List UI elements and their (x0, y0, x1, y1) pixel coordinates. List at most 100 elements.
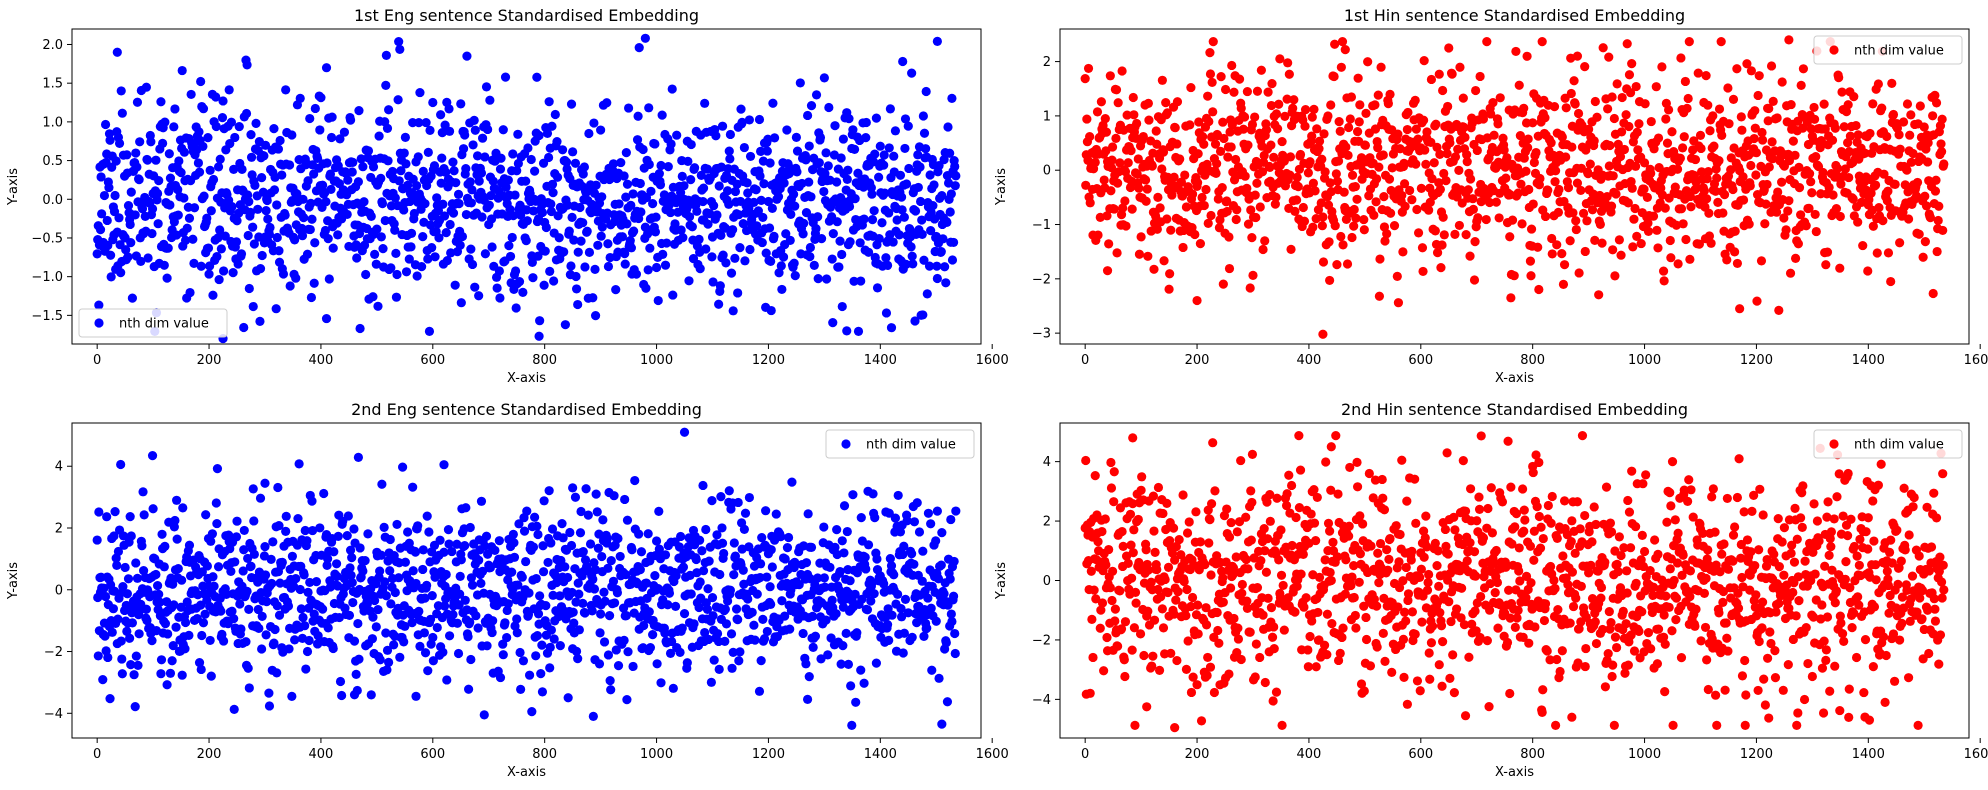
data-point (376, 173, 386, 183)
data-point (1316, 198, 1326, 208)
data-point (1582, 216, 1592, 226)
data-point (117, 654, 127, 664)
data-point (819, 522, 829, 532)
data-point (1168, 523, 1179, 533)
data-point (509, 552, 520, 562)
data-point (1732, 64, 1742, 74)
data-point (745, 244, 755, 255)
data-point (719, 548, 729, 559)
data-point (1334, 117, 1344, 127)
data-point (610, 598, 620, 608)
data-point (315, 125, 325, 135)
data-point (754, 686, 765, 696)
data-point (711, 131, 721, 141)
data-point (568, 147, 578, 157)
data-point (462, 51, 472, 61)
data-point (273, 144, 284, 154)
data-point (1696, 143, 1706, 154)
data-point (1695, 130, 1706, 140)
data-point (1768, 96, 1778, 106)
data-point (1214, 638, 1224, 648)
data-point (323, 234, 333, 244)
data-point (900, 114, 911, 124)
data-point (547, 121, 557, 131)
data-point (1794, 183, 1805, 193)
data-point (1709, 141, 1719, 151)
data-point (125, 219, 135, 230)
chart-3-y-axis-label: Y-axis (6, 562, 21, 600)
data-point (596, 125, 606, 135)
data-point (455, 240, 465, 250)
data-point (1790, 150, 1800, 160)
data-point (1737, 125, 1747, 135)
data-point (1375, 254, 1385, 264)
data-point (1144, 115, 1154, 125)
data-point (1491, 197, 1501, 207)
data-point (1571, 216, 1581, 226)
data-point (546, 625, 556, 635)
data-point (1574, 268, 1584, 278)
data-point (509, 538, 519, 548)
data-point (347, 578, 357, 588)
data-point (1624, 121, 1634, 132)
data-point (126, 238, 136, 248)
chart-2-legend: nth dim value (1813, 35, 1963, 65)
data-point (1902, 165, 1912, 175)
data-point (842, 326, 852, 336)
data-point (123, 252, 133, 262)
data-point (1089, 585, 1099, 595)
data-point (1461, 230, 1471, 240)
data-point (172, 534, 182, 544)
data-point (1224, 232, 1234, 242)
data-point (439, 547, 449, 557)
data-point (111, 156, 121, 166)
data-point (530, 512, 540, 522)
data-point (1724, 119, 1734, 129)
data-point (1206, 210, 1216, 221)
data-point (1193, 629, 1203, 639)
data-point (1804, 169, 1815, 179)
data-point (602, 98, 612, 108)
data-point (1450, 229, 1460, 239)
data-point (598, 515, 608, 525)
data-point (718, 250, 728, 260)
data-point (269, 638, 279, 648)
data-point (123, 201, 134, 211)
data-point (342, 209, 352, 220)
data-point (214, 274, 224, 285)
data-point (481, 82, 492, 92)
data-point (676, 531, 686, 542)
data-point (339, 127, 350, 137)
data-point (742, 178, 752, 188)
data-point (855, 238, 865, 248)
data-point (750, 635, 760, 645)
data-point (902, 179, 912, 189)
data-point (1468, 204, 1478, 215)
data-point (1465, 174, 1476, 184)
data-point (1728, 184, 1738, 195)
data-point (460, 130, 470, 140)
data-point (404, 254, 414, 264)
data-point (535, 591, 545, 601)
data-point (676, 188, 686, 198)
data-point (811, 90, 822, 100)
data-point (1526, 224, 1537, 234)
data-point (1662, 138, 1673, 148)
data-point (169, 122, 179, 132)
data-point (943, 122, 953, 132)
data-point (1266, 140, 1276, 150)
data-point (932, 36, 942, 46)
data-point (1471, 85, 1481, 96)
data-point (1392, 271, 1402, 281)
data-point (423, 254, 433, 264)
data-point (163, 243, 173, 253)
data-point (476, 578, 486, 588)
data-point (1402, 124, 1412, 135)
data-point (366, 211, 376, 221)
data-point (209, 581, 219, 591)
data-point (1193, 178, 1203, 188)
data-point (1208, 107, 1218, 117)
data-point (1250, 190, 1260, 200)
data-point (931, 536, 941, 546)
data-point (487, 242, 497, 252)
